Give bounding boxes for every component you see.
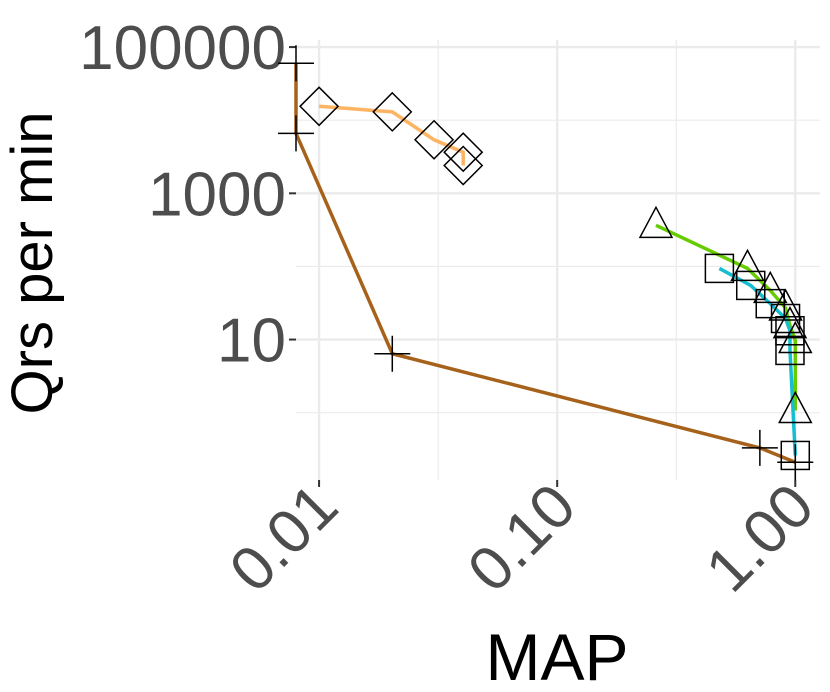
- x-tick-label: 1.00: [693, 471, 827, 605]
- x-axis-title: MAP: [485, 620, 628, 692]
- x-tick-label: 0.10: [455, 471, 589, 605]
- x-tick-label: 0.01: [217, 471, 351, 605]
- marker: [780, 440, 811, 471]
- y-axis-title: Qrs per min: [0, 112, 65, 415]
- marker: [775, 315, 805, 346]
- marker: [777, 444, 814, 481]
- marker: [413, 119, 455, 160]
- series-line: [718, 266, 798, 456]
- marker: [770, 303, 801, 334]
- marker: [704, 253, 735, 284]
- marker: [443, 145, 484, 186]
- marker: [443, 132, 484, 173]
- marker: [372, 91, 413, 132]
- marker: [638, 205, 674, 239]
- marker: [278, 115, 314, 152]
- series-line: [655, 223, 798, 411]
- y-tick-label: 100000: [79, 14, 286, 83]
- marker: [755, 288, 786, 319]
- marker: [299, 86, 340, 127]
- marker: [775, 335, 805, 366]
- marker: [741, 429, 778, 466]
- marker: [778, 390, 813, 424]
- marker: [278, 45, 314, 82]
- y-tick-label: 1000: [148, 160, 286, 229]
- marker: [374, 335, 411, 372]
- series-line: [318, 104, 465, 166]
- marker: [772, 306, 808, 339]
- marker: [730, 248, 765, 282]
- y-tick-label: 10: [217, 307, 286, 376]
- marker: [753, 270, 788, 304]
- series-line: [294, 63, 796, 464]
- marker: [735, 270, 766, 301]
